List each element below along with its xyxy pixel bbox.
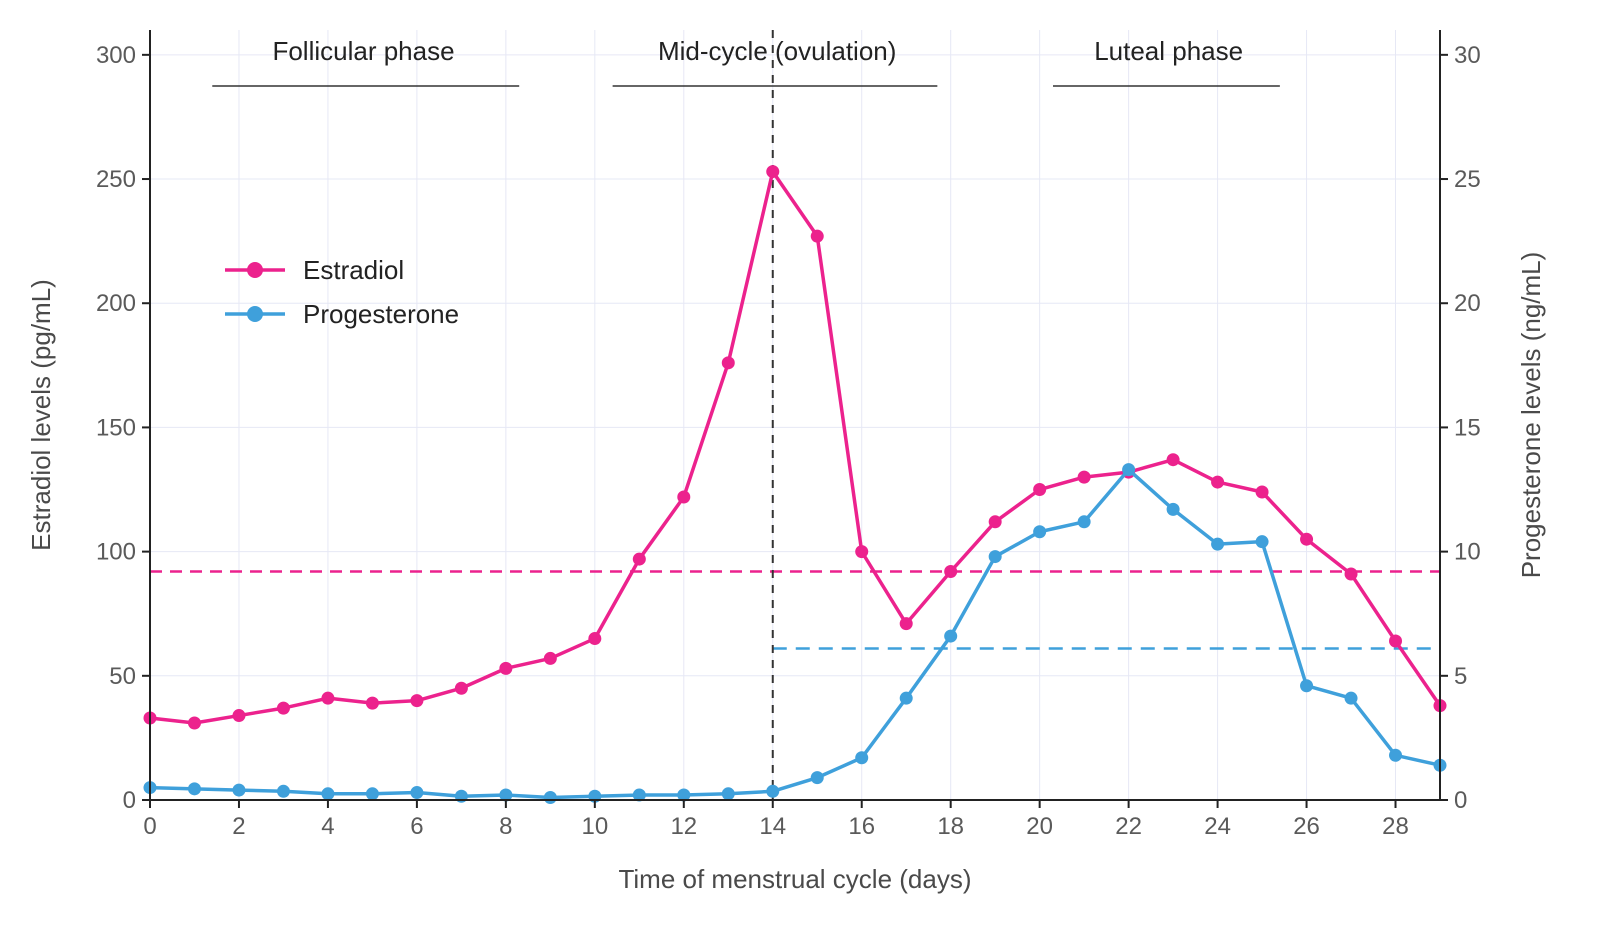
x-tick-label: 2 (232, 813, 245, 840)
x-tick-label: 8 (499, 813, 512, 840)
progesterone-marker (1256, 535, 1269, 548)
y-right-tick-label: 20 (1454, 290, 1481, 317)
progesterone-marker (277, 785, 290, 798)
estradiol-marker (232, 709, 245, 722)
x-tick-label: 18 (937, 813, 964, 840)
x-tick-label: 16 (848, 813, 875, 840)
progesterone-marker (366, 787, 379, 800)
estradiol-marker (455, 682, 468, 695)
progesterone-marker (855, 751, 868, 764)
x-tick-label: 26 (1293, 813, 1320, 840)
progesterone-marker (1033, 525, 1046, 538)
progesterone-marker (811, 771, 824, 784)
x-tick-label: 14 (759, 813, 786, 840)
y-right-tick-label: 15 (1454, 414, 1481, 441)
progesterone-marker (321, 787, 334, 800)
x-tick-label: 12 (670, 813, 697, 840)
estradiol-marker (499, 662, 512, 675)
x-axis-title: Time of menstrual cycle (days) (618, 864, 971, 894)
x-tick-label: 20 (1026, 813, 1053, 840)
progesterone-marker (1122, 463, 1135, 476)
estradiol-marker (989, 515, 1002, 528)
progesterone-marker (1211, 538, 1224, 551)
estradiol-marker (1033, 483, 1046, 496)
phase-label-2: Luteal phase (1094, 36, 1243, 66)
estradiol-marker (277, 702, 290, 715)
y-left-tick-label: 300 (96, 42, 136, 69)
progesterone-marker (722, 787, 735, 800)
estradiol-marker (588, 632, 601, 645)
estradiol-marker (410, 694, 423, 707)
x-tick-label: 28 (1382, 813, 1409, 840)
legend-marker-0 (247, 262, 263, 278)
estradiol-marker (677, 490, 690, 503)
legend-label-0: Estradiol (303, 255, 404, 285)
estradiol-marker (1078, 471, 1091, 484)
x-tick-label: 22 (1115, 813, 1142, 840)
y-right-tick-label: 5 (1454, 663, 1467, 690)
progesterone-marker (188, 782, 201, 795)
estradiol-marker (321, 692, 334, 705)
estradiol-marker (722, 356, 735, 369)
y-right-tick-label: 10 (1454, 539, 1481, 566)
estradiol-marker (1300, 533, 1313, 546)
progesterone-marker (1300, 679, 1313, 692)
estradiol-marker (766, 165, 779, 178)
progesterone-marker (232, 784, 245, 797)
y-left-tick-label: 0 (123, 787, 136, 814)
estradiol-marker (811, 230, 824, 243)
x-tick-label: 10 (581, 813, 608, 840)
progesterone-marker (989, 550, 1002, 563)
progesterone-marker (544, 791, 557, 804)
estradiol-marker (1211, 476, 1224, 489)
y-right-axis-title: Progesterone levels (ng/mL) (1516, 252, 1546, 579)
y-right-tick-label: 0 (1454, 787, 1467, 814)
hormone-cycle-chart: 0246810121416182022242628050100150200250… (0, 0, 1600, 936)
phase-label-1: Mid-cycle (ovulation) (658, 36, 896, 66)
x-tick-label: 0 (143, 813, 156, 840)
progesterone-marker (1167, 503, 1180, 516)
estradiol-marker (633, 553, 646, 566)
estradiol-marker (544, 652, 557, 665)
x-tick-label: 6 (410, 813, 423, 840)
legend-marker-1 (247, 306, 263, 322)
y-left-tick-label: 200 (96, 290, 136, 317)
progesterone-marker (1078, 515, 1091, 528)
progesterone-marker (1345, 692, 1358, 705)
estradiol-marker (1389, 635, 1402, 648)
progesterone-marker (410, 786, 423, 799)
legend-label-1: Progesterone (303, 299, 459, 329)
progesterone-marker (766, 785, 779, 798)
y-left-tick-label: 50 (109, 663, 136, 690)
estradiol-marker (900, 617, 913, 630)
chart-svg: 0246810121416182022242628050100150200250… (0, 0, 1600, 936)
progesterone-marker (900, 692, 913, 705)
progesterone-marker (1389, 749, 1402, 762)
y-right-tick-label: 25 (1454, 166, 1481, 193)
y-left-tick-label: 100 (96, 539, 136, 566)
estradiol-marker (944, 565, 957, 578)
x-tick-label: 24 (1204, 813, 1231, 840)
y-left-axis-title: Estradiol levels (pg/mL) (26, 279, 56, 551)
estradiol-marker (855, 545, 868, 558)
estradiol-marker (188, 717, 201, 730)
progesterone-marker (944, 630, 957, 643)
x-tick-label: 4 (321, 813, 334, 840)
phase-label-0: Follicular phase (272, 36, 454, 66)
estradiol-marker (366, 697, 379, 710)
y-left-tick-label: 250 (96, 166, 136, 193)
y-left-tick-label: 150 (96, 414, 136, 441)
estradiol-marker (1345, 567, 1358, 580)
y-right-tick-label: 30 (1454, 42, 1481, 69)
estradiol-marker (1167, 453, 1180, 466)
estradiol-marker (1256, 486, 1269, 499)
